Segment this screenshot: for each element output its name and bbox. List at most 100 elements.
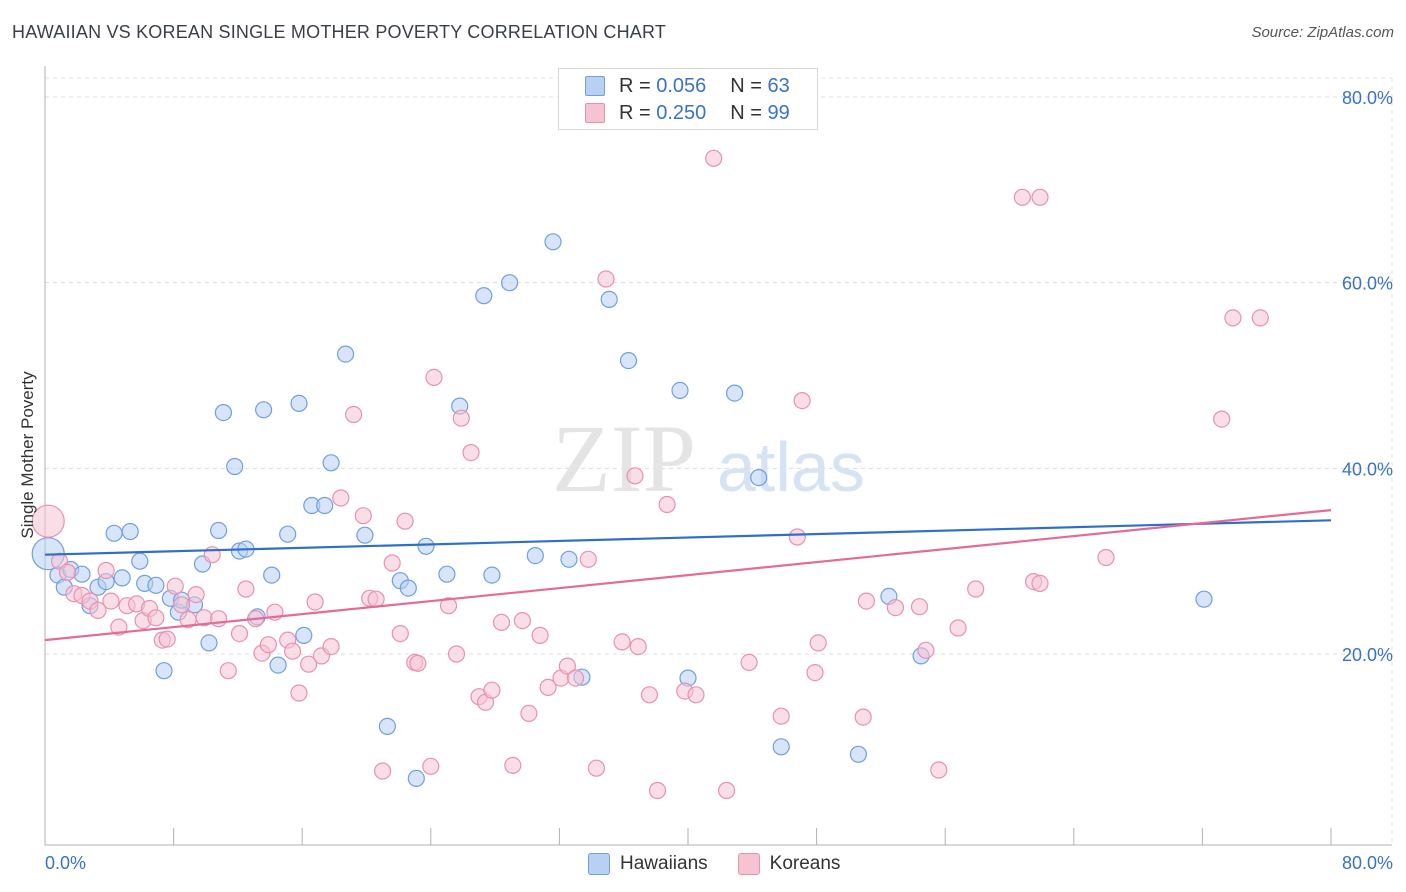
n-label: N = <box>730 74 762 97</box>
korean-point <box>284 642 302 660</box>
korean-point <box>452 409 470 427</box>
legend-row-koreans: R = 0.250 N = 99 <box>585 100 790 126</box>
korean-point <box>809 634 827 652</box>
hawaiian-point <box>147 576 165 594</box>
hawaiian-point <box>73 565 91 583</box>
watermark-zip: ZIP <box>552 405 696 512</box>
hawaiian-point <box>295 626 313 645</box>
hawaiian-point <box>378 717 396 736</box>
korean-point <box>210 610 228 628</box>
korean-point <box>740 653 758 672</box>
tick-labels: 20.0% 40.0% 60.0% 80.0% 0.0% 80.0% <box>45 88 1393 873</box>
korean-point <box>447 645 466 663</box>
legend-item-koreans[interactable]: Koreans <box>737 853 840 875</box>
hawaiian-point <box>725 384 744 402</box>
korean-point <box>187 585 205 604</box>
korean-point <box>409 654 427 672</box>
korean-point <box>230 624 249 643</box>
korean-point <box>1013 188 1032 206</box>
korean-point <box>772 707 790 725</box>
korean-point <box>658 495 676 514</box>
korean-point <box>1251 309 1269 327</box>
korean-point <box>854 708 872 726</box>
hawaiian-point <box>214 404 232 422</box>
korean-point <box>504 756 522 775</box>
hawaiian-point <box>290 394 308 412</box>
korean-point <box>558 657 577 675</box>
korean-point <box>147 609 165 627</box>
korean-point <box>949 619 967 637</box>
korean-point <box>110 618 128 636</box>
hawaiian-point <box>263 566 281 584</box>
hawaiian-point <box>475 287 493 305</box>
series-legend: Hawaiians Koreans <box>588 851 870 877</box>
hawaiian-point <box>226 457 244 476</box>
korean-point <box>788 528 806 546</box>
y-tick-label: 40.0% <box>1342 459 1393 479</box>
n-value: 63 <box>767 74 790 97</box>
korean-point <box>237 580 255 598</box>
legend-item-hawaiians[interactable]: Hawaiians <box>588 853 708 875</box>
korean-point <box>613 633 631 651</box>
hawaiian-point <box>337 345 355 363</box>
korean-point <box>422 757 440 775</box>
korean-point <box>483 681 501 699</box>
y-tick-label: 80.0% <box>1342 88 1393 108</box>
hawaiian-point <box>255 401 273 419</box>
hawaiian-point <box>269 656 287 674</box>
korean-point <box>1031 574 1049 593</box>
korean-point <box>539 678 557 697</box>
korean-point <box>1031 188 1049 206</box>
hawaiian-point <box>619 352 638 370</box>
korean-point <box>367 590 385 608</box>
korean-point <box>917 641 935 659</box>
hawaiian-point <box>671 381 689 399</box>
korean-point <box>354 507 372 525</box>
korean-point <box>1224 309 1242 327</box>
chart-title: HAWAIIAN VS KOREAN SINGLE MOTHER POVERTY… <box>12 22 667 42</box>
korean-point <box>300 655 318 673</box>
hawaiian-point <box>600 290 618 308</box>
hawaiian-point <box>210 521 228 540</box>
x-tick-label: 0.0% <box>45 853 86 873</box>
data-points <box>31 149 1269 800</box>
r-value: 0.250 <box>656 101 707 124</box>
hawaiian-point <box>279 525 297 543</box>
hawaiian-point <box>438 565 456 583</box>
hawaiian-point <box>113 569 131 587</box>
hawaiian-point <box>356 526 374 544</box>
korean-point <box>566 669 585 687</box>
korean-point <box>31 504 65 538</box>
korean-point <box>579 550 597 568</box>
korean-point <box>306 593 324 611</box>
watermark: ZIP atlas <box>552 405 865 512</box>
korean-point <box>520 704 538 723</box>
korean-point <box>332 489 350 507</box>
hawaiian-point <box>526 546 544 565</box>
watermark-atlas: atlas <box>717 428 865 506</box>
korean-point <box>886 598 905 617</box>
korean-point <box>930 761 948 779</box>
korean-point <box>374 762 392 780</box>
korean-point <box>857 592 876 610</box>
axes <box>44 66 1392 846</box>
hawaiian-point <box>501 274 519 292</box>
korean-point <box>793 392 811 410</box>
hawaiian-point <box>417 537 435 555</box>
hawaiian-point <box>200 634 218 652</box>
hawaiian-point <box>1195 590 1213 608</box>
hawaiian-point <box>407 769 425 788</box>
korean-point <box>531 626 549 645</box>
y-tick-label: 20.0% <box>1342 645 1393 665</box>
y-axis-label: Single Mother Poverty <box>18 371 37 539</box>
koreans-swatch <box>585 103 605 123</box>
hawaiian-point <box>483 566 501 584</box>
korean-point <box>705 149 723 167</box>
hawaiians-swatch <box>588 853 610 875</box>
hawaiian-point <box>316 496 334 515</box>
korean-point <box>1097 548 1115 567</box>
x-tick-label: 80.0% <box>1342 853 1393 873</box>
korean-point <box>89 601 107 620</box>
korean-point <box>439 597 458 615</box>
korean-point <box>391 624 409 643</box>
